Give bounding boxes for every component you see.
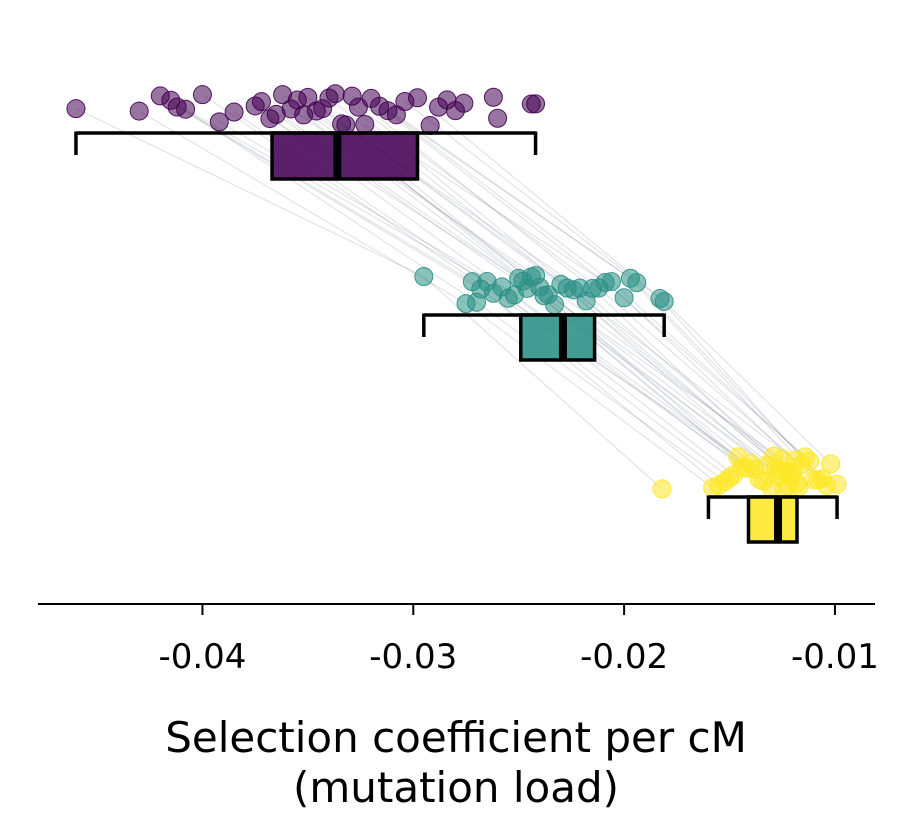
data-point [652,479,672,499]
paired-line [75,108,425,278]
data-point [800,451,820,471]
paired-line [629,277,819,481]
paired-line [185,108,488,283]
box [519,313,597,362]
paired-line [573,289,792,477]
x-tick-label: -0.03 [369,637,457,677]
x-axis: -0.04 -0.03 -0.02 -0.01 [38,603,879,677]
data-point [654,291,674,311]
paired-line [579,287,794,473]
paired-line [219,121,503,288]
x-tick-label: -0.02 [580,637,668,677]
paired-line [379,105,625,299]
box [270,131,420,181]
paired-line [465,303,714,488]
data-point [325,84,345,104]
paired-line [636,282,823,479]
paired-line [611,281,811,462]
data-point [821,454,841,474]
paired-line [598,287,802,466]
paired-line [476,301,726,482]
paired-line [261,101,520,279]
box [746,495,799,544]
x-tick-label: -0.04 [158,637,246,677]
paired-line [387,110,631,279]
paired-line [138,110,467,305]
data-point [627,273,647,293]
data-point [614,288,634,308]
data-point [224,102,244,122]
paired-line [370,97,612,283]
paired-line [176,106,482,290]
paired-line [282,94,532,278]
paired-lines-layer [75,93,832,491]
points-layer [66,84,847,500]
data-point [298,87,318,107]
data-point [129,101,149,121]
data-point [454,93,474,113]
paired-line [592,287,798,484]
data-point [483,87,503,107]
data-point [488,108,508,128]
paired-line [396,114,638,284]
data-point [545,295,565,315]
data-point [355,114,375,134]
paired-line [202,94,494,294]
paired-line [663,301,832,465]
paired-line [604,281,806,458]
data-point [407,88,427,108]
data-point [601,272,621,292]
x-axis-title-line2: (mutation load) [293,763,619,812]
x-axis-title: Selection coefficient per cM [165,713,747,762]
data-point [827,474,847,494]
data-point [526,94,546,114]
paired-line [334,93,574,291]
x-tick-label: -0.01 [791,637,879,677]
paired-line [585,300,796,461]
data-point [192,85,212,105]
paired-line [535,275,775,457]
data-point [66,99,86,119]
paired-line [566,287,789,487]
data-point [414,267,434,287]
paired-line [486,281,735,476]
data-point [251,92,271,112]
paired-line [351,95,593,289]
data-point [209,112,229,132]
data-point [176,99,196,119]
boxes-layer [74,131,839,544]
